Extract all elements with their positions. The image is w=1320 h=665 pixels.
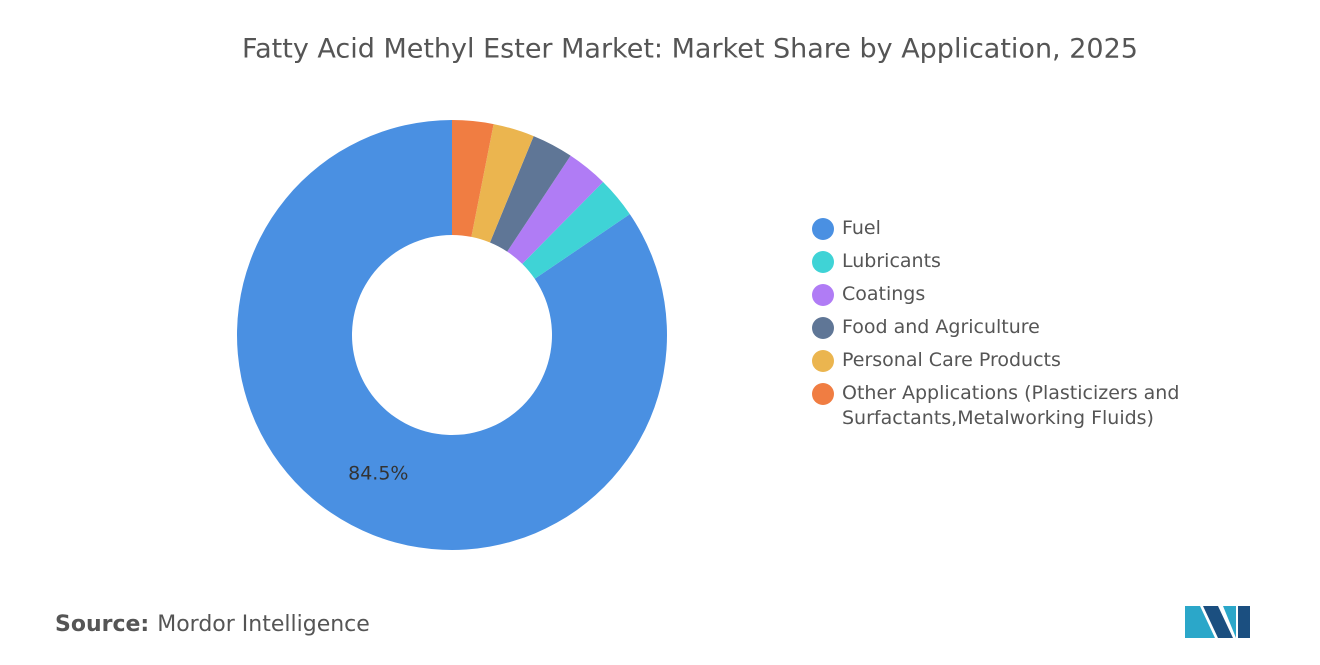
legend-swatch [812, 350, 834, 372]
legend-item: Other Applications (Plasticizers and Sur… [812, 381, 1212, 431]
legend-item: Fuel [812, 216, 1212, 241]
slice [522, 182, 630, 279]
legend: Fuel Lubricants Coatings Food and Agricultu… [812, 216, 1212, 439]
slice [507, 155, 604, 264]
legend-item: Personal Care Products [812, 348, 1212, 373]
chart-title: Fatty Acid Methyl Ester Market: Market S… [242, 34, 1138, 65]
source-label: Source: [55, 612, 150, 637]
slice [471, 124, 534, 243]
legend-swatch [812, 383, 834, 405]
legend-label: Personal Care Products [842, 349, 1061, 371]
legend-label: Lubricants [842, 250, 941, 272]
legend-swatch [812, 317, 834, 339]
legend-swatch [812, 218, 834, 240]
data-label: 84.5% [348, 463, 408, 485]
slice [236, 120, 667, 551]
legend-label: Food and Agriculture [842, 316, 1040, 338]
legend-label: Other Applications (Plasticizers and Sur… [842, 382, 1180, 429]
source: Source: Mordor Intelligence [55, 612, 370, 637]
slice [452, 120, 494, 237]
legend-label: Coatings [842, 283, 926, 305]
logo [1185, 606, 1250, 638]
legend-swatch [812, 251, 834, 273]
source-text: Mordor Intelligence [157, 612, 370, 637]
legend-swatch [812, 284, 834, 306]
legend-item: Coatings [812, 282, 1212, 307]
legend-item: Food and Agriculture [812, 315, 1212, 340]
legend-item: Lubricants [812, 249, 1212, 274]
slice [489, 136, 571, 252]
legend-label: Fuel [842, 217, 881, 239]
